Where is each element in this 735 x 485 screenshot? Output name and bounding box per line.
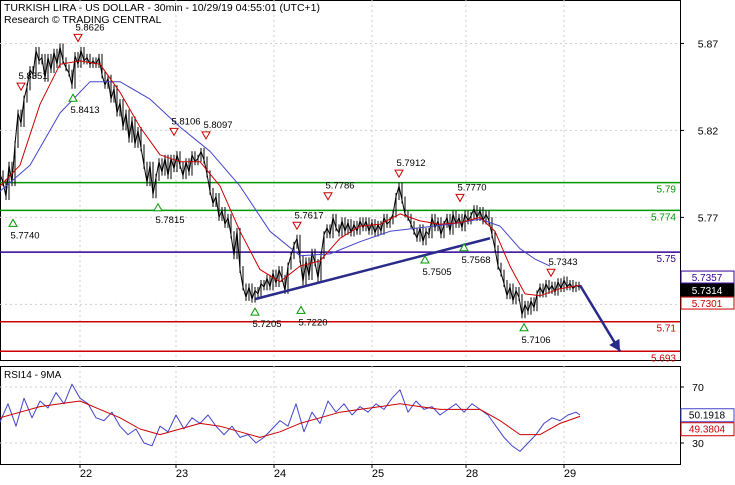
- swing-low-marker: [153, 202, 163, 212]
- swing-label: 5.7505: [422, 267, 451, 278]
- rsi-ma-line: [0, 400, 581, 438]
- rsi-badge: [680, 408, 735, 423]
- swing-label: 5.8097: [203, 120, 232, 131]
- price-badges: 5.7357 5.7314 5.7301 50.1918 49.3804: [680, 270, 735, 437]
- swing-label: 5.8106: [171, 116, 200, 127]
- price-badge-label: 5.7357: [692, 273, 723, 284]
- swing-label: 5.7343: [548, 257, 577, 268]
- price-y-tick-label: 5.77: [698, 212, 719, 224]
- swing-label: 5.7617: [294, 210, 323, 221]
- swing-low-marker: [420, 254, 430, 264]
- swing-low-marker: [250, 307, 260, 316]
- swing-high-marker: [546, 268, 556, 278]
- price-y-tick-label: 5.87: [698, 38, 719, 50]
- forecast-arrow-head: [609, 338, 620, 352]
- rsi-y-tick-label: 70: [692, 382, 704, 394]
- swing-high-marker: [455, 193, 465, 203]
- price-badge-label: 5.7301: [692, 299, 723, 310]
- chart-source: Research © TRADING CENTRAL: [4, 14, 162, 26]
- level-label: 5.71: [657, 324, 677, 335]
- swing-label: 5.7220: [298, 317, 327, 328]
- swing-label: 5.7770: [457, 182, 486, 193]
- level-label: 5.79: [657, 185, 677, 196]
- swing-high-marker: [73, 33, 83, 43]
- level-label: 5.693: [651, 353, 676, 364]
- price-badge: [680, 296, 735, 310]
- level-label: 5.75: [657, 254, 677, 265]
- swing-label: 5.7106: [521, 335, 550, 346]
- levels: 5.79 5.774 5.75 5.71 5.693: [0, 181, 680, 364]
- indicator-title: RSI14 - 9MA: [4, 370, 62, 381]
- swing-label: 5.8626: [75, 22, 104, 33]
- rsi-badge-label: 50.1918: [689, 411, 726, 422]
- chart-title: TURKISH LIRA - US DOLLAR - 30min - 10/29…: [4, 2, 320, 14]
- swing-label: 5.7912: [396, 158, 425, 169]
- forecast-arrow-shaft: [578, 284, 622, 352]
- swing-high-marker: [201, 131, 211, 140]
- x-tick-label: 23: [176, 468, 188, 480]
- swing-high-marker: [323, 192, 333, 201]
- swing-label: 5.8413: [70, 105, 99, 116]
- swing-label: 5.7740: [10, 230, 39, 241]
- swing-high-marker: [169, 127, 179, 137]
- rsi-line: [0, 383, 581, 452]
- swing-high-marker: [292, 221, 302, 231]
- swing-low-marker: [296, 305, 306, 314]
- series: [0, 43, 622, 452]
- ma-slow-line: [0, 81, 551, 267]
- price-badge: [680, 283, 735, 297]
- rsi-y-tick-label: 30: [692, 438, 704, 450]
- swing-label: 5.7568: [461, 255, 490, 266]
- ma-fast-line: [0, 60, 581, 297]
- price-panel-frame: [0, 0, 681, 361]
- indicator-panel-frame: [0, 366, 681, 465]
- x-tick-label: 22: [80, 468, 92, 480]
- swing-label: 5.7786: [325, 181, 354, 192]
- swing-label: 5.8351: [18, 71, 47, 82]
- x-tick-label: 24: [274, 468, 286, 480]
- swing-low-marker: [68, 93, 78, 102]
- rsi-badge-label: 49.3804: [689, 425, 726, 436]
- grid: [0, 0, 680, 464]
- swing-low-marker: [459, 242, 469, 252]
- level-label: 5.774: [651, 212, 676, 223]
- swing-high-marker: [394, 169, 404, 179]
- rsi-badge: [680, 422, 735, 437]
- swing-low-marker: [519, 322, 529, 332]
- price-badge: [680, 270, 735, 284]
- swing-label: 5.7815: [155, 215, 184, 226]
- swing-high-marker: [16, 82, 26, 92]
- swing-label: 5.7205: [252, 319, 281, 330]
- price-y-tick-label: 5.82: [698, 125, 719, 137]
- x-tick-label: 29: [564, 468, 576, 480]
- trendline: [254, 237, 491, 301]
- price-badge-label: 5.7314: [692, 286, 723, 297]
- swing-low-marker: [8, 218, 18, 227]
- annotations: 5.7740 5.8351 5.8626 5.8413 5.7815 5.8106 5.80…: [8, 22, 578, 346]
- x-tick-label: 25: [372, 468, 384, 480]
- x-tick-label: 28: [466, 468, 478, 480]
